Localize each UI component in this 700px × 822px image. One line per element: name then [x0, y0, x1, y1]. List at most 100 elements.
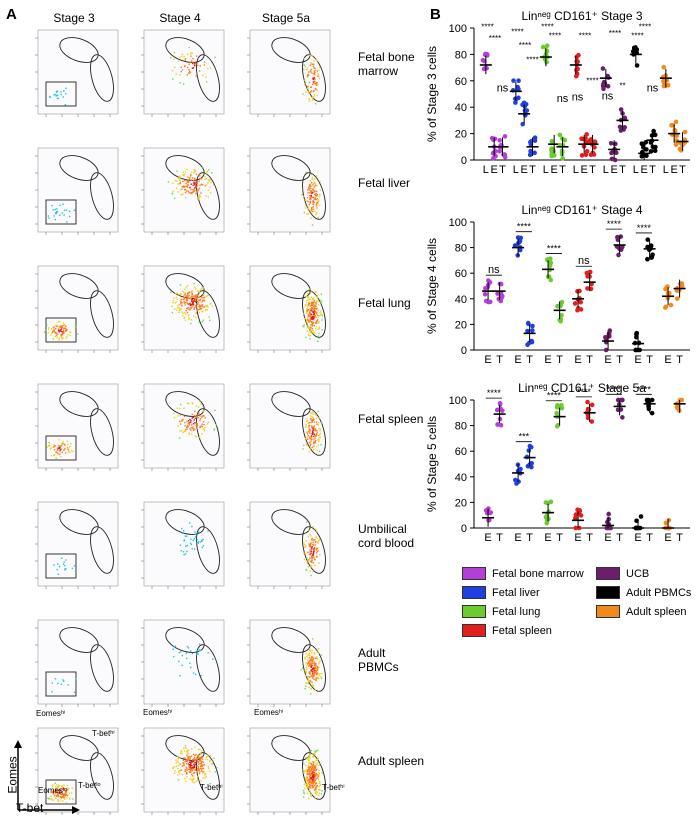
data-point — [589, 419, 595, 424]
flow-plot-tile — [35, 501, 119, 589]
flow-plot-tile — [141, 383, 225, 471]
significance-label: **** — [637, 384, 652, 394]
data-point — [579, 136, 584, 141]
data-point — [484, 65, 489, 71]
flow-plot-tile — [35, 29, 119, 117]
significance-label: **** — [607, 219, 622, 229]
data-point — [511, 78, 516, 83]
y-axis-label: % of Stage 5 cells — [425, 416, 439, 512]
data-point — [601, 84, 606, 89]
flow-plot-tile — [247, 147, 331, 235]
data-point — [603, 334, 608, 340]
data-point — [549, 138, 555, 144]
y-tick-label: 40 — [455, 472, 467, 484]
y-axis-label: % of Stage 4 cells — [425, 238, 439, 334]
data-point — [525, 463, 531, 469]
data-point — [547, 256, 553, 261]
x-tick-label: L — [633, 164, 639, 176]
legend-item-fetal-liver: Fetal liver — [462, 586, 540, 599]
x-tick-label: T — [646, 532, 653, 544]
legend-swatch — [462, 586, 486, 599]
data-point — [517, 247, 523, 253]
significance-label: **** — [517, 222, 532, 232]
data-point — [540, 44, 546, 50]
data-point — [673, 142, 679, 147]
data-point — [574, 58, 579, 64]
data-point — [559, 152, 565, 157]
flow-plot-tile — [141, 501, 225, 589]
data-point — [516, 86, 521, 92]
data-point — [483, 508, 489, 513]
data-point — [491, 155, 496, 161]
data-point — [648, 149, 654, 154]
flow-plot-tile — [141, 619, 225, 707]
legend-item-ucb: UCB — [596, 567, 649, 580]
data-point — [548, 277, 554, 283]
data-point — [502, 134, 508, 139]
y-tick-label: 60 — [455, 446, 467, 458]
data-point — [559, 313, 564, 318]
significance-label: **** — [511, 28, 523, 37]
data-point — [638, 514, 644, 519]
x-tick-label: E — [580, 164, 587, 176]
x-tick-label: E — [544, 354, 551, 366]
significance-label: **** — [577, 387, 592, 397]
flow-plot-tile — [35, 265, 119, 353]
y-tick-label: 100 — [449, 23, 467, 35]
flow-plot-tile — [247, 29, 331, 117]
significance-label: **** — [481, 22, 493, 31]
y-tick-label: 40 — [455, 102, 467, 114]
data-point — [530, 328, 535, 333]
x-tick-label: L — [663, 164, 669, 176]
data-point — [545, 500, 551, 506]
significance-label: **** — [586, 76, 598, 85]
x-tick-label: E — [604, 532, 611, 544]
flow-plot-tile — [141, 147, 225, 235]
data-point — [573, 512, 579, 517]
significance-label: ns — [578, 255, 590, 267]
x-tick-label: T — [619, 164, 626, 176]
data-point — [665, 82, 671, 88]
y-tick-label: 80 — [455, 49, 467, 61]
significance-label: ns — [602, 90, 614, 102]
data-point — [584, 149, 590, 154]
x-tick-label: T — [526, 532, 533, 544]
significance-label: ns — [572, 92, 584, 104]
data-point — [605, 73, 610, 79]
x-tick-label: E — [610, 164, 617, 176]
x-tick-label: T — [676, 532, 683, 544]
data-point — [606, 516, 612, 522]
data-point — [578, 513, 584, 518]
flow-plot-tile — [141, 265, 225, 353]
data-point — [653, 144, 658, 150]
y-tick-label: 0 — [461, 345, 467, 357]
data-point — [578, 307, 584, 312]
annotation-tbet-hi-stage4: T-betʰⁱ — [200, 783, 223, 792]
legend-item-fetal-bone-marrow: Fetal bone marrow — [462, 567, 584, 580]
data-point — [583, 152, 589, 158]
data-point — [528, 139, 533, 145]
axis-arrows — [14, 740, 80, 814]
data-point — [490, 137, 496, 142]
y-tick-label: 0 — [461, 523, 467, 535]
x-tick-label: T — [586, 532, 593, 544]
data-point — [555, 303, 560, 309]
data-point — [532, 150, 537, 156]
significance-label: **** — [609, 29, 621, 38]
data-point — [512, 96, 518, 102]
x-tick-label: E — [574, 532, 581, 544]
data-point — [576, 52, 581, 58]
data-point — [643, 140, 649, 145]
y-tick-label: 60 — [455, 268, 467, 280]
annotation-eomes-hi-stage4: Eomesʰⁱ — [143, 708, 173, 717]
row-label-adult-pbmcs: Adult PBMCs — [358, 646, 399, 674]
data-point — [573, 73, 579, 79]
data-point — [583, 139, 589, 145]
legend-item-fetal-lung: Fetal lung — [462, 605, 540, 618]
data-point — [634, 63, 640, 68]
data-point — [513, 100, 518, 105]
panel-b-charts: Linⁿᵉᵍ CD161⁺ Stage 3 % of Stage 3 cells 0… — [425, 9, 690, 544]
y-tick-label: 80 — [455, 243, 467, 255]
data-point — [516, 78, 521, 84]
x-tick-label: L — [543, 164, 549, 176]
